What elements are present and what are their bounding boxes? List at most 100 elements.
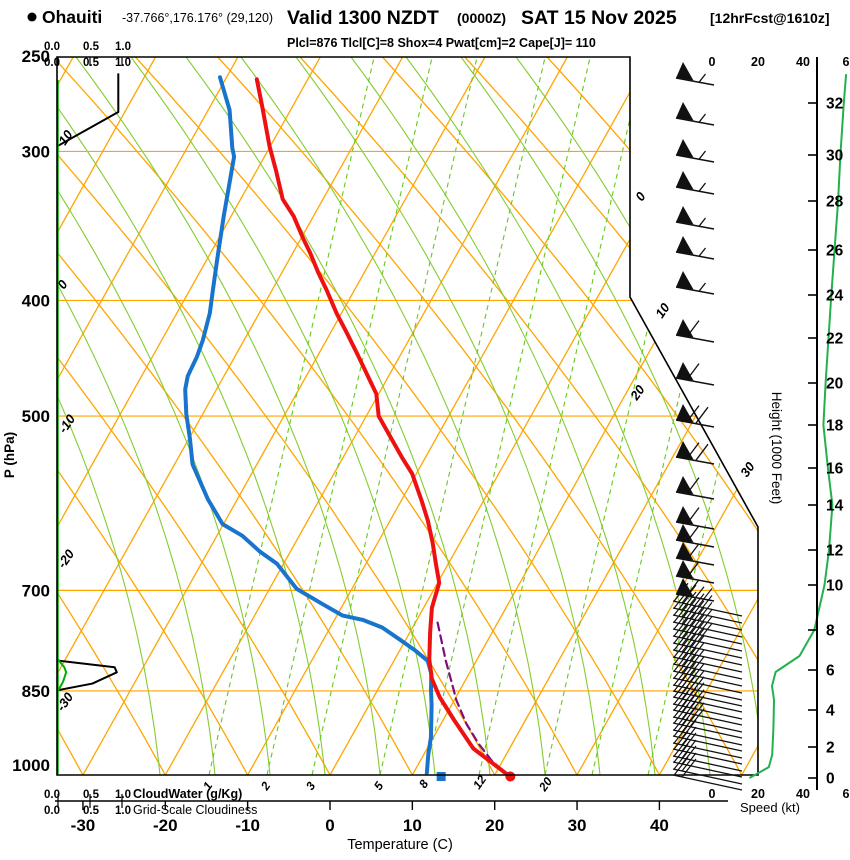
barb-pennant (676, 319, 694, 338)
pressure-tick-label: 850 (22, 682, 50, 701)
barb-staff (672, 729, 743, 746)
pressure-tick-label: 500 (22, 407, 50, 426)
cloudwater-scale-label-bottom: 0.5 (83, 789, 100, 801)
barb-feather (681, 633, 697, 653)
pressure-tick-label: 250 (22, 47, 50, 66)
wind-barb (675, 171, 715, 195)
barb-feather (681, 654, 697, 674)
wind-barb (672, 617, 743, 652)
temperature-tick-label: 10 (403, 816, 422, 835)
barb-staff (675, 186, 715, 195)
barb-feather (697, 616, 713, 635)
barb-feather (673, 730, 689, 750)
cloudwater-scale-label-top: 1.0 (115, 41, 131, 53)
height-tick-label: 20 (826, 376, 843, 393)
height-tick-label: 18 (826, 418, 844, 435)
wind-barb (675, 441, 715, 465)
barb-staff (672, 635, 743, 652)
barb-feather (673, 603, 689, 623)
height-tick-label: 30 (826, 148, 843, 165)
wind-barb (675, 542, 715, 566)
barb-feather (673, 698, 689, 718)
height-tick-label: 28 (826, 194, 844, 211)
barb-feather (673, 672, 689, 692)
barb-staff (675, 557, 715, 566)
barb-feather (673, 743, 689, 763)
cloudiness-profile (57, 73, 120, 153)
barb-staff (672, 703, 743, 720)
barb-pennant (676, 362, 694, 381)
barb-staff (672, 670, 743, 687)
wind-barb (672, 624, 743, 659)
barb-feather (686, 525, 700, 542)
height-tick-label: 0 (826, 771, 835, 788)
barb-staff (675, 575, 715, 584)
mixing-ratio-line (208, 57, 375, 775)
barb-feather (689, 586, 705, 606)
barb-feather (673, 691, 689, 711)
wind-barb (672, 750, 743, 785)
mixing-ratio-label: 3 (303, 779, 318, 793)
barb-feather (673, 596, 689, 616)
dry-adiabat-line (464, 57, 758, 775)
barb-feather (673, 685, 689, 705)
barb-feather (689, 628, 705, 648)
barb-staff (672, 768, 743, 785)
mixing-ratio-line (311, 57, 478, 775)
barb-feather (686, 405, 700, 422)
barb-feather (681, 752, 697, 772)
plot-border (56, 56, 759, 776)
barb-feather (673, 582, 689, 602)
barb-staff (672, 761, 743, 778)
barb-feather (673, 645, 689, 665)
barb-pennant (676, 139, 694, 158)
barb-feather (686, 320, 700, 337)
barb-feather (697, 602, 713, 621)
barb-feather (689, 614, 705, 634)
barb-pennant (676, 506, 694, 525)
barb-feather (697, 623, 713, 642)
wind-barb (675, 362, 715, 386)
height-tick-label: 14 (826, 498, 844, 515)
isotherm-line (658, 57, 758, 775)
isotherm-line (57, 57, 157, 775)
mixing-ratio-label: 20 (535, 774, 555, 794)
barb-feather (689, 607, 705, 627)
barb-feather (673, 589, 689, 609)
wind-barb (675, 319, 715, 343)
speed-tick-label-bottom: 0 (709, 787, 716, 801)
barb-feather (689, 649, 705, 669)
wind-barb (675, 206, 715, 230)
speed-tick-label-bottom: 20 (751, 787, 765, 801)
zulu-time: (0000Z) (457, 10, 506, 26)
mixing-ratio-line (478, 57, 645, 775)
mixing-ratio-line (424, 57, 591, 775)
temperature-tick-label: 30 (568, 816, 587, 835)
barb-pennant (676, 236, 694, 255)
barb-staff (675, 77, 715, 86)
temperature-tick-label: 0 (325, 816, 334, 835)
speed-tick-label-bottom: 40 (796, 787, 810, 801)
height-axis-title: Height (1000 Feet) (769, 392, 784, 505)
isotherm-edge-label: 30 (737, 459, 758, 480)
barb-staff (675, 334, 715, 343)
wind-barb (675, 476, 715, 500)
temperature-curve (254, 77, 513, 775)
barb-staff (672, 722, 743, 739)
height-tick-label: 12 (826, 543, 843, 560)
height-tick-label: 22 (826, 331, 843, 348)
height-tick-label: 6 (826, 663, 835, 680)
wind-barb (675, 560, 715, 584)
barb-feather (681, 626, 697, 646)
barb-staff (675, 456, 715, 465)
barb-staff (672, 748, 743, 765)
barb-feather (681, 619, 697, 639)
valid-date: SAT 15 Nov 2025 (521, 7, 677, 29)
barb-half (698, 150, 707, 160)
barb-feather (681, 598, 697, 618)
wind-barb (675, 506, 715, 530)
barb-pennant (676, 271, 694, 290)
speed-tick-label-top: 40 (796, 55, 810, 69)
speed-tick-label-bottom: 6 (843, 787, 850, 801)
